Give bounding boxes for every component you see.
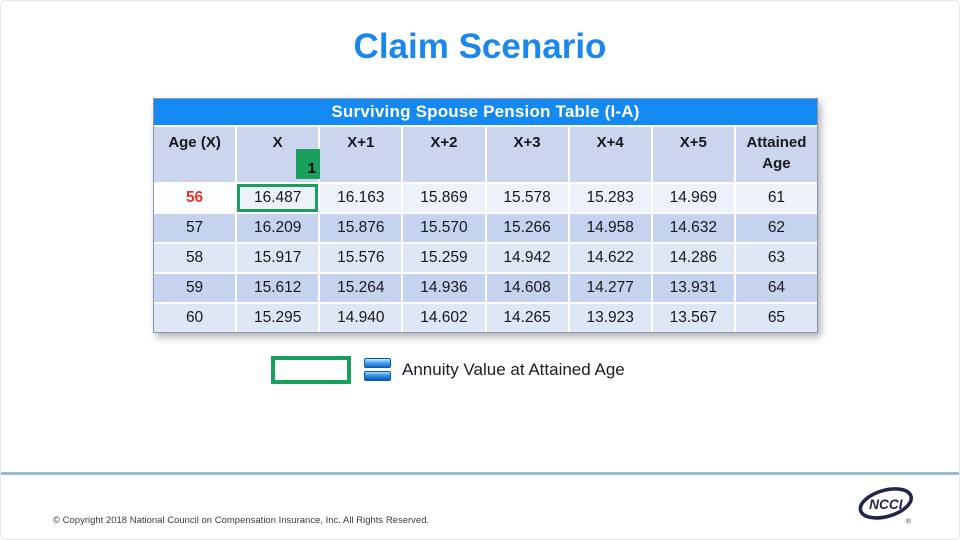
pension-table-grid: Surviving Spouse Pension Table (I-A) Age… bbox=[154, 99, 817, 332]
page-title: Claim Scenario bbox=[353, 27, 607, 66]
table-cell: 15.295 bbox=[235, 302, 321, 332]
legend-label: Annuity Value at Attained Age bbox=[402, 359, 625, 379]
table-cell: 65 bbox=[733, 302, 817, 332]
table-row: 59 15.612 15.264 14.936 14.608 14.277 13… bbox=[154, 272, 817, 304]
table-cell: 15.264 bbox=[318, 272, 404, 304]
highlight-sample-box bbox=[271, 355, 351, 384]
table-cell: 14.277 bbox=[567, 272, 653, 304]
callout-1-badge: 1 bbox=[296, 149, 320, 179]
table-cell: 64 bbox=[733, 272, 817, 304]
table-cell: 14.602 bbox=[401, 302, 487, 332]
col-header-x1: X+1 bbox=[318, 125, 404, 184]
table-title: Surviving Spouse Pension Table (I-A) bbox=[154, 99, 817, 127]
table-cell: 14.265 bbox=[484, 302, 570, 332]
table-cell: 15.876 bbox=[318, 212, 404, 244]
table-cell: 16.209 bbox=[235, 212, 321, 244]
table-cell: 14.286 bbox=[650, 242, 736, 274]
legend: Annuity Value at Attained Age bbox=[271, 354, 625, 385]
table-row: 57 16.209 15.876 15.570 15.266 14.958 14… bbox=[154, 212, 817, 244]
table-cell: 13.923 bbox=[567, 302, 653, 332]
table-cell: 15.578 bbox=[484, 182, 570, 214]
table-cell: 59 bbox=[154, 272, 238, 304]
pension-table: Surviving Spouse Pension Table (I-A) Age… bbox=[153, 98, 818, 333]
table-cell: 63 bbox=[733, 242, 817, 274]
ncci-logo: NCCI ® bbox=[858, 487, 914, 526]
ncci-logo-reg-mark: ® bbox=[906, 518, 911, 526]
table-cell: 60 bbox=[154, 302, 238, 332]
table-cell: 14.942 bbox=[484, 242, 570, 274]
table-cell: 14.958 bbox=[567, 212, 653, 244]
table-row: 58 15.917 15.576 15.259 14.942 14.622 14… bbox=[154, 242, 817, 274]
copyright-text: © Copyright 2018 National Council on Com… bbox=[53, 515, 430, 526]
table-cell: 15.917 bbox=[235, 242, 321, 274]
table-cell: 15.283 bbox=[567, 182, 653, 214]
table-cell: 15.612 bbox=[235, 272, 321, 304]
table-cell: 14.936 bbox=[401, 272, 487, 304]
table-cell: 15.266 bbox=[484, 212, 570, 244]
table-row: 60 15.295 14.940 14.602 14.265 13.923 13… bbox=[154, 302, 817, 332]
table-cell: 15.576 bbox=[318, 242, 404, 274]
col-header-x3: X+3 bbox=[484, 125, 570, 184]
cell-age-56: 56 bbox=[154, 182, 238, 214]
table-cell: 15.570 bbox=[401, 212, 487, 244]
table-cell: 58 bbox=[154, 242, 238, 274]
table-cell: 62 bbox=[733, 212, 817, 244]
table-cell: 15.259 bbox=[401, 242, 487, 274]
table-cell: 61 bbox=[733, 182, 817, 214]
table-cell: 14.608 bbox=[484, 272, 570, 304]
table-cell: 57 bbox=[154, 212, 238, 244]
table-cell: 16.163 bbox=[318, 182, 404, 214]
cell-highlighted-value: 16.487 bbox=[235, 182, 321, 214]
col-header-x5: X+5 bbox=[650, 125, 736, 184]
ncci-logo-text: NCCI bbox=[869, 497, 904, 512]
table-cell: 14.632 bbox=[650, 212, 736, 244]
table-cell: 14.969 bbox=[650, 182, 736, 214]
table-cell: 15.869 bbox=[401, 182, 487, 214]
table-cell: 14.622 bbox=[567, 242, 653, 274]
footer-divider bbox=[1, 472, 959, 475]
col-header-age: Age (X) bbox=[154, 125, 238, 184]
table-row: 56 16.487 16.163 15.869 15.578 15.283 14… bbox=[154, 182, 817, 214]
table-cell: 13.567 bbox=[650, 302, 736, 332]
col-header-x2: X+2 bbox=[401, 125, 487, 184]
col-header-x4: X+4 bbox=[567, 125, 653, 184]
equals-icon bbox=[364, 358, 391, 381]
table-cell: 14.940 bbox=[318, 302, 404, 332]
table-cell: 13.931 bbox=[650, 272, 736, 304]
col-header-attained-age: Attained Age bbox=[733, 125, 817, 184]
